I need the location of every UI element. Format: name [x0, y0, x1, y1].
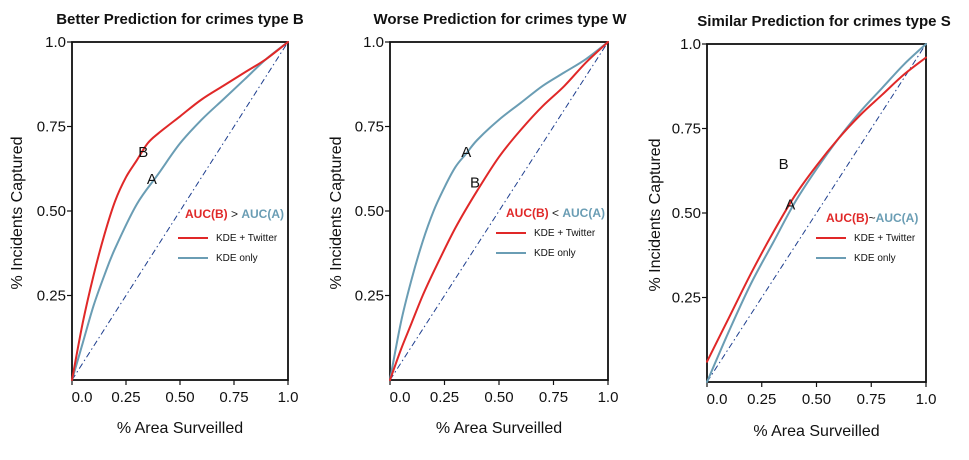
curve-label-b: B: [470, 174, 480, 191]
y-axis-label: % Incidents Captured: [328, 137, 345, 290]
kde-twitter-series-line: [71, 41, 289, 381]
random-baseline-line: [71, 41, 289, 381]
kde-twitter-series-line: [389, 41, 609, 381]
curve-label-b: B: [138, 144, 148, 161]
legend-entry-label: KDE only: [534, 248, 576, 259]
legend-entry-label: KDE only: [854, 253, 896, 264]
legend-entry-label: KDE only: [216, 253, 258, 264]
y-axis-label: % Incidents Captured: [647, 139, 664, 292]
chart-title: Worse Prediction for crimes type W: [373, 11, 627, 28]
legend: KDE + Twitter KDE only: [816, 233, 916, 264]
y-tick-label: 0.75: [672, 121, 701, 138]
auc-operator: ~: [869, 211, 876, 225]
y-tick-label: 0.50: [672, 205, 701, 222]
legend-entry-label: KDE + Twitter: [534, 228, 596, 239]
x-tick-label: 0.75: [539, 389, 568, 406]
y-tick-label: 1.0: [680, 36, 701, 53]
y-axis-label: % Incidents Captured: [9, 137, 26, 290]
kde-only-series-line: [706, 43, 927, 383]
x-tick-label: 0.75: [857, 391, 886, 408]
curve-label-b: B: [779, 156, 789, 173]
legend-entry-label: KDE + Twitter: [216, 233, 278, 244]
legend: KDE + Twitter KDE only: [178, 233, 278, 264]
x-axis-label: % Area Surveilled: [753, 423, 879, 440]
y-tick-label: 0.25: [672, 290, 701, 307]
x-tick-label: 0.25: [747, 391, 776, 408]
chart-panel-1: Better Prediction for crimes type B 0.0 0.…: [9, 11, 304, 437]
x-tick-label: 1.0: [278, 389, 299, 406]
x-tick-label: 0.0: [72, 389, 93, 406]
kde-only-series-line: [389, 41, 609, 381]
kde-only-series-line: [71, 41, 289, 381]
y-tick-label: 0.75: [355, 119, 384, 136]
x-tick-label: 0.50: [484, 389, 513, 406]
auc-a-label: AUC(A): [562, 206, 605, 220]
y-tick-label: 1.0: [45, 34, 66, 51]
chart-panel-2: Worse Prediction for crimes type W 0.0 0.2…: [328, 11, 627, 437]
y-tick-label: 0.75: [37, 119, 66, 136]
x-tick-label: 0.0: [707, 391, 728, 408]
auc-b-label: AUC(B): [826, 211, 869, 225]
chart-title: Similar Prediction for crimes type S: [697, 13, 950, 30]
auc-comparison-annotation: AUC(B) > AUC(A): [185, 207, 284, 221]
x-tick-label: 0.25: [111, 389, 140, 406]
auc-b-label: AUC(B): [506, 206, 549, 220]
chart-title: Better Prediction for crimes type B: [56, 11, 304, 28]
auc-operator: >: [228, 207, 242, 221]
x-tick-label: 0.50: [165, 389, 194, 406]
auc-operator: <: [549, 206, 563, 220]
auc-a-label: AUC(A): [876, 211, 919, 225]
y-tick-label: 0.50: [355, 203, 384, 220]
legend-entry-label: KDE + Twitter: [854, 233, 916, 244]
x-tick-label: 1.0: [598, 389, 619, 406]
y-tick-label: 1.0: [363, 34, 384, 51]
auc-a-label: AUC(A): [241, 207, 284, 221]
curve-label-a: A: [461, 144, 471, 161]
curve-label-a: A: [147, 171, 157, 188]
y-tick-label: 0.25: [355, 288, 384, 305]
kde-twitter-series-line: [706, 56, 927, 363]
x-tick-label: 1.0: [916, 391, 937, 408]
y-tick-label: 0.25: [37, 288, 66, 305]
auc-comparison-annotation: AUC(B) < AUC(A): [506, 206, 605, 220]
auc-comparison-annotation: AUC(B)~AUC(A): [826, 211, 918, 225]
x-tick-label: 0.25: [430, 389, 459, 406]
curve-label-a: A: [785, 197, 795, 214]
auc-b-label: AUC(B): [185, 207, 228, 221]
y-tick-label: 0.50: [37, 203, 66, 220]
x-axis-label: % Area Surveilled: [117, 420, 243, 437]
x-tick-label: 0.50: [802, 391, 831, 408]
chart-panel-3: Similar Prediction for crimes type S 0.0 0…: [647, 13, 951, 440]
x-tick-label: 0.75: [219, 389, 248, 406]
legend: KDE + Twitter KDE only: [496, 228, 596, 259]
x-tick-label: 0.0: [390, 389, 411, 406]
x-axis-label: % Area Surveilled: [436, 420, 562, 437]
